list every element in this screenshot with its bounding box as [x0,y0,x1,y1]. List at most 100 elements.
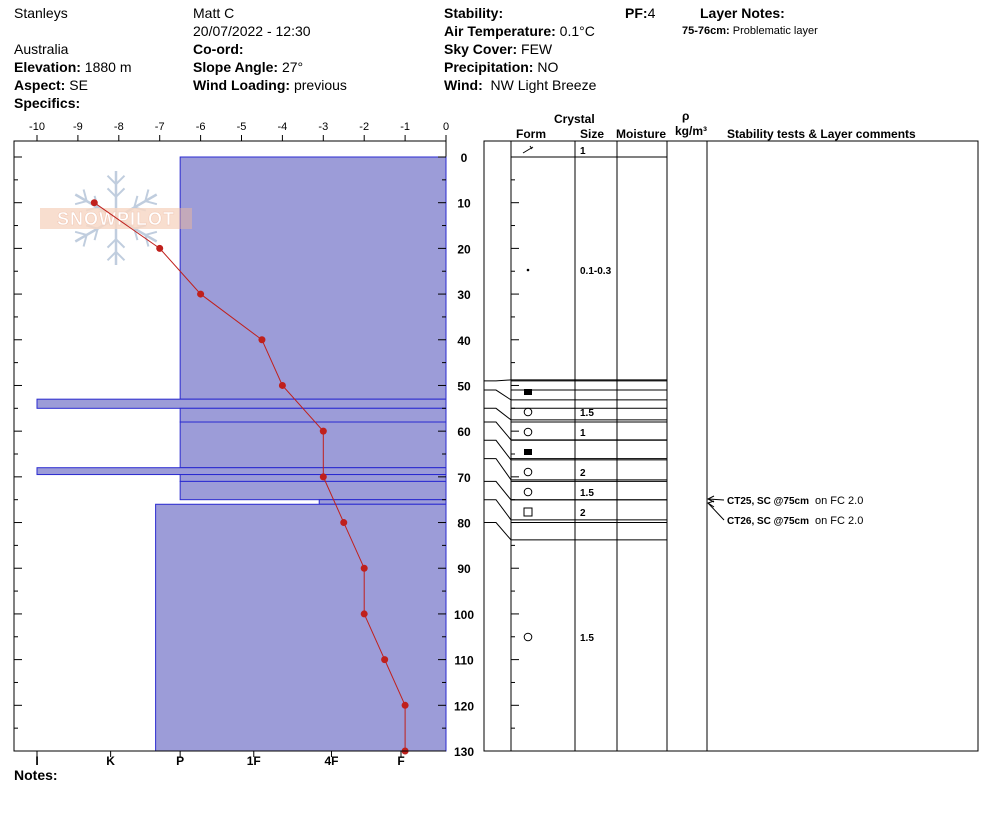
depth-label: 0 [461,151,468,165]
temperature-tick-label: -9 [73,121,83,133]
moisture-header: Moisture [616,127,667,141]
rounded-grain-icon [523,632,533,642]
snowflake-branch [82,189,88,202]
melt-form-icon [524,389,532,395]
air-temperature: Air Temperature: 0.1°C [444,23,595,39]
temperature-point [381,656,389,664]
pf: PF:4 [625,5,655,21]
temperature-point [319,427,327,435]
snowflake-branch [85,206,98,212]
grain-size: 1.5 [580,633,594,644]
depth-label: 40 [457,334,471,348]
hardness-bar [36,467,447,476]
stability-test-layer: on FC 2.0 [815,515,863,527]
layer-note-text: Problematic layer [732,25,818,37]
depth-label: 20 [457,242,471,256]
density-unit-header: kg/m³ [675,124,708,138]
depth-label: 10 [457,197,471,211]
layers-table-frame [483,140,979,752]
temperature-point [278,381,286,389]
snowflake-branch [145,200,158,206]
hardness-label: I [35,754,38,768]
stacked-layer-connector [484,407,512,421]
depth-label: 90 [457,562,471,576]
temperature-point [360,610,368,618]
stacked-layer-connector [484,480,512,501]
elevation-label: Elevation: [14,59,81,75]
stacked-layer-connector [484,522,512,541]
snowflake-branch [82,234,88,247]
hardness-bar [179,421,447,469]
wind-loading: Wind Loading: previous [193,77,347,93]
elevation: Elevation: 1880 m [14,59,132,75]
temperature-tick-label: -4 [278,121,288,133]
faceted-crystal-icon [523,507,533,517]
stability-test-result: CT26, SC @75cm [727,516,809,527]
aspect: Aspect: SE [14,77,88,93]
stability-label: Stability: [444,5,504,21]
depth-label: 110 [454,654,474,668]
stability-test-arrowhead [706,495,715,503]
snowflake-branch [145,230,158,236]
rounded-grain-icon [523,487,533,497]
temperature-tick-label: 0 [443,121,449,133]
depth-label: 100 [454,608,474,622]
aspect-value: SE [69,77,88,93]
rounded-grain-icon [523,427,533,437]
temperature-tick-label: -8 [114,121,124,133]
temperature-point [319,473,327,481]
depth-label: 30 [457,288,471,302]
snowflake-branch [85,224,98,230]
snowflake-branch [74,230,87,236]
snowflake-branch [106,187,117,198]
grain-size: 1 [580,146,586,157]
snowflake-branch [115,187,126,198]
hardness-label: K [106,754,115,768]
slope-label: Slope Angle: [193,59,279,75]
temperature-point [258,336,266,344]
temperature-point [360,564,368,572]
hardness-bar [179,480,447,501]
hardness-bar [179,156,447,400]
snowflake-branch [144,234,150,247]
rounded-grain-icon [523,467,533,477]
slope-angle: Slope Angle: 27° [193,59,303,75]
stability-test: CT25, SC @75cm on FC 2.0 [727,495,863,507]
stability-test-pointer [707,502,725,521]
snowflake-branch [134,224,147,230]
hardness-label: 4F [324,754,338,768]
snowflake-branch [106,251,117,262]
temperature-tick-label: -3 [318,121,328,133]
snowflake-branch [106,174,117,185]
stacked-layer-connector [484,499,512,521]
temperature-point [401,701,409,709]
rounded-grain-icon [523,407,533,417]
snowflake-branch [133,195,139,208]
hardness-label: F [397,754,404,768]
country: Australia [14,41,69,57]
grain-size: 0.1-0.3 [580,266,612,277]
precip-value: NO [537,59,559,75]
hardness-bar [179,474,447,482]
depth-label: 50 [457,379,471,393]
temperature-tick-label: -6 [196,121,206,133]
wind-value: NW Light Breeze [490,77,597,93]
layer-note-depth: 75-76cm: [682,25,730,37]
grain-size: 2 [580,508,586,519]
depth-label: 130 [454,745,474,759]
size-header: Size [580,127,605,141]
rho-header: ρ [682,109,690,123]
snowflake-branch [115,174,126,185]
grain-size: 1.5 [580,408,594,419]
datetime: 20/07/2022 - 12:30 [193,23,311,39]
stacked-layer-connector [484,389,512,401]
depth-label: 80 [457,517,471,531]
snowflake-arm [74,216,117,243]
air-temp-value: 0.1°C [559,23,595,39]
stability-test: CT26, SC @75cm on FC 2.0 [727,515,863,527]
sky-label: Sky Cover: [444,41,518,57]
snowflake-branch [74,200,87,206]
snowpilot-logo: SNOWPILOT [40,171,192,265]
specifics-label: Specifics: [14,95,81,111]
decomposing-grain-icon-mark [529,145,533,150]
